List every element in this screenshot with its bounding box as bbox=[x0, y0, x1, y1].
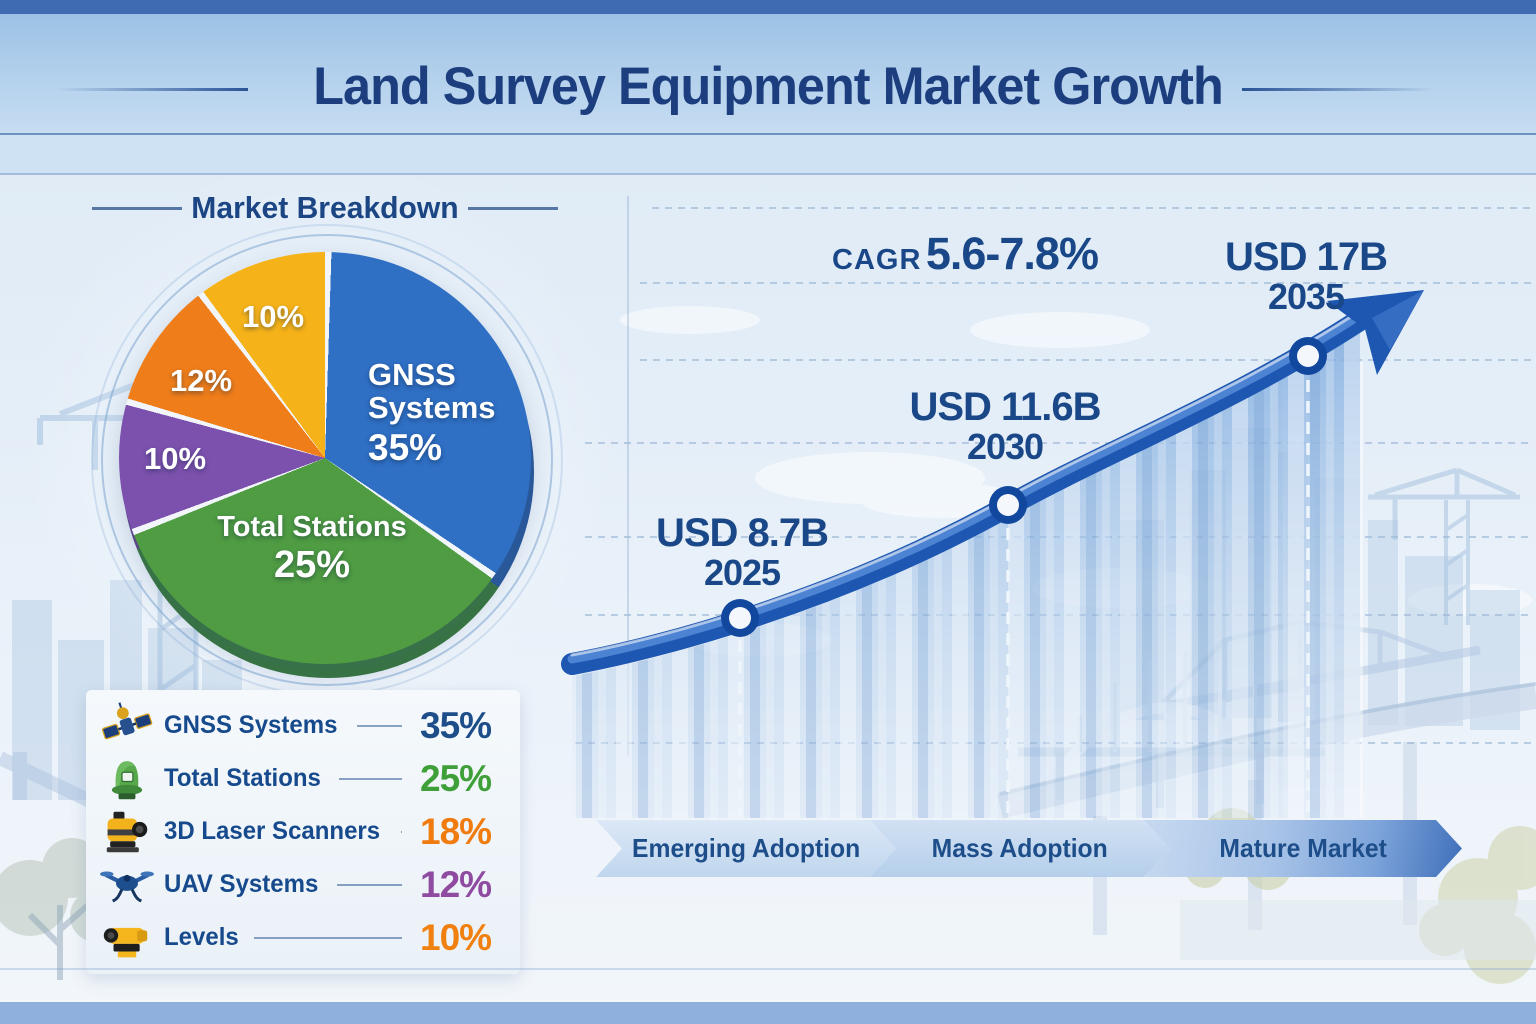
milestone-value: USD 11.6B bbox=[909, 385, 1101, 429]
stage-mature-market: Mature Market bbox=[1144, 820, 1462, 877]
area-stripes bbox=[572, 326, 1360, 818]
legend-label: Total Stations bbox=[164, 764, 321, 792]
legend-row-gnss: GNSS Systems 35% bbox=[100, 699, 504, 752]
top-border-bar bbox=[0, 0, 1536, 14]
legend-percent: 10% bbox=[420, 916, 492, 958]
cagr-value: 5.6-7.8% bbox=[925, 228, 1099, 279]
bottom-border-bar bbox=[0, 1002, 1536, 1024]
stage-emerging-adoption: Emerging Adoption bbox=[596, 820, 896, 877]
pie-slice-percent: 35% bbox=[368, 426, 443, 468]
legend-connector-line bbox=[401, 830, 402, 833]
pie-slice-percent: 25% bbox=[273, 544, 351, 587]
right-tower-crane bbox=[1368, 467, 1520, 625]
level-icon bbox=[100, 911, 154, 965]
milestone-2035: USD 17B 2035 bbox=[1156, 236, 1456, 317]
milestone-droplines bbox=[738, 380, 1310, 816]
milestone-value: USD 8.7B bbox=[655, 511, 829, 555]
stage-label: Mature Market bbox=[1219, 833, 1387, 863]
pie-label-purple-slice: 10% bbox=[143, 441, 207, 476]
pie-chart bbox=[119, 252, 531, 664]
legend-percent: 12% bbox=[420, 863, 492, 905]
header-band bbox=[0, 14, 1536, 135]
legend-row-levels: Levels 10% bbox=[100, 911, 504, 964]
pie-label-orange-slice: 12% bbox=[169, 363, 233, 398]
adoption-stage-band: Emerging Adoption Mass Adoption Mature M… bbox=[596, 820, 1462, 877]
pie-inner-ring bbox=[101, 234, 553, 686]
stage-label: Mass Adoption bbox=[931, 833, 1109, 863]
legend-percent: 25% bbox=[420, 757, 492, 799]
stage-label: Emerging Adoption bbox=[631, 833, 861, 863]
legend-connector-line bbox=[253, 936, 402, 939]
title-left-dash bbox=[56, 88, 248, 91]
pie-slice-label: GNSS Systems bbox=[368, 357, 496, 426]
legend-connector-line bbox=[356, 724, 402, 727]
milestone-year: 2025 bbox=[703, 552, 781, 594]
legend-label: Levels bbox=[164, 923, 239, 951]
total-station-icon bbox=[100, 752, 154, 806]
header-subband bbox=[0, 135, 1536, 175]
legend-panel: GNSS Systems 35% Total Stations 25% bbox=[86, 690, 520, 974]
page-title: Land Survey Equipment Market Growth bbox=[313, 57, 1224, 116]
footer-divider-line bbox=[0, 968, 1536, 970]
legend-label: UAV Systems bbox=[164, 870, 319, 898]
stage-mass-adoption: Mass Adoption bbox=[870, 820, 1170, 877]
milestone-value: USD 17B bbox=[1225, 235, 1388, 279]
uav-drone-icon bbox=[100, 858, 154, 912]
milestone-year: 2035 bbox=[1267, 276, 1345, 318]
satellite-icon bbox=[100, 699, 154, 753]
legend-percent: 35% bbox=[420, 704, 492, 746]
milestone-dots bbox=[721, 337, 1327, 637]
legend-row-uav: UAV Systems 12% bbox=[100, 858, 504, 911]
legend-row-laser-scanners: 3D Laser Scanners 18% bbox=[100, 805, 504, 858]
legend-label: 3D Laser Scanners bbox=[164, 817, 381, 845]
section-divider-line bbox=[627, 196, 629, 756]
laser-scanner-icon bbox=[100, 805, 154, 859]
cagr-label: CAGR bbox=[832, 244, 922, 276]
pie-slice-label: Total Stations bbox=[217, 511, 407, 543]
legend-label: GNSS Systems bbox=[164, 711, 338, 739]
legend-connector-line bbox=[336, 883, 402, 886]
cagr-annotation: CAGR 5.6-7.8% bbox=[765, 228, 1165, 280]
milestone-year: 2030 bbox=[966, 426, 1044, 468]
heading-left-dash bbox=[92, 207, 182, 210]
milestone-2025: USD 8.7B 2025 bbox=[592, 512, 892, 593]
arrowhead-highlight bbox=[1372, 290, 1424, 350]
pie-label-gnss: GNSS Systems 35% bbox=[368, 358, 538, 468]
pie-label-total-stations: Total Stations 25% bbox=[192, 511, 432, 587]
breakdown-heading: Market Breakdown bbox=[191, 190, 459, 225]
title-right-dash bbox=[1242, 88, 1434, 91]
milestone-2030: USD 11.6B 2030 bbox=[855, 386, 1155, 467]
pie-label-yellow-slice: 10% bbox=[241, 299, 305, 334]
legend-row-total-stations: Total Stations 25% bbox=[100, 752, 504, 805]
legend-connector-line bbox=[339, 777, 402, 780]
legend-percent: 18% bbox=[420, 810, 492, 852]
heading-right-dash bbox=[468, 207, 558, 210]
